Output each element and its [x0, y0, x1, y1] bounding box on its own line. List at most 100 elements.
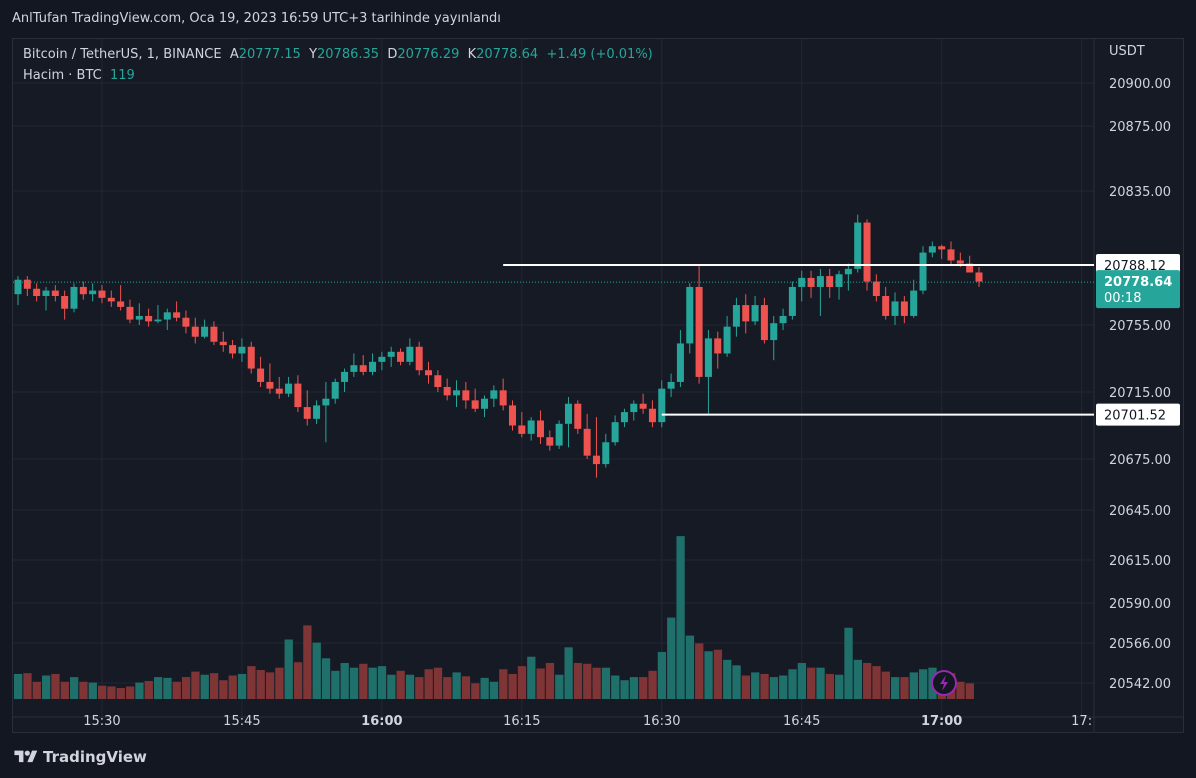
candle-body[interactable] [891, 301, 899, 316]
candle-body[interactable] [331, 381, 339, 399]
candle-body[interactable] [592, 455, 600, 465]
chart-frame[interactable]: 20788.12 20778.64 00:18 20701.52 20900.00 208… [12, 38, 1184, 733]
candle-body[interactable] [966, 263, 974, 273]
candle-body[interactable] [425, 370, 433, 376]
candle-body[interactable] [499, 390, 507, 406]
candle-body[interactable] [574, 403, 582, 429]
candle-body[interactable] [919, 252, 927, 291]
candle-body[interactable] [14, 279, 22, 295]
candle-body[interactable] [975, 272, 983, 282]
candle-body[interactable] [89, 290, 97, 295]
plot-area[interactable] [13, 39, 1094, 717]
candle-body[interactable] [826, 276, 834, 287]
candle-body[interactable] [508, 405, 516, 426]
candle-body[interactable] [611, 422, 619, 443]
candle-body[interactable] [863, 222, 871, 282]
candle-body[interactable] [732, 305, 740, 327]
candle-body[interactable] [518, 425, 526, 434]
candle-body[interactable] [928, 246, 936, 253]
candle-body[interactable] [70, 286, 78, 309]
candle-body[interactable] [397, 351, 405, 362]
candle-body[interactable] [947, 249, 955, 261]
candle-body[interactable] [266, 381, 274, 389]
candle-body[interactable] [42, 290, 50, 297]
candle-body[interactable] [378, 356, 386, 362]
candle-body[interactable] [779, 315, 787, 324]
candle-body[interactable] [583, 428, 591, 456]
candlestick-chart[interactable]: 20788.1220778.6400:1820701.5220900.00208… [13, 39, 1183, 732]
candle-body[interactable] [788, 286, 796, 316]
candle-body[interactable] [117, 301, 125, 307]
candle-body[interactable] [341, 371, 349, 382]
candle-body[interactable] [854, 222, 862, 269]
candle-body[interactable] [313, 405, 321, 419]
candle-body[interactable] [723, 326, 731, 354]
candle-body[interactable] [79, 286, 87, 295]
candle-body[interactable] [462, 390, 470, 401]
candle-body[interactable] [676, 343, 684, 382]
candle-body[interactable] [406, 346, 414, 362]
candle-body[interactable] [564, 403, 572, 424]
candle-body[interactable] [630, 403, 638, 413]
candle-body[interactable] [956, 260, 964, 264]
candle-body[interactable] [667, 381, 675, 389]
candle-body[interactable] [387, 351, 395, 357]
candle-body[interactable] [303, 407, 311, 419]
candle-body[interactable] [639, 403, 647, 409]
candle-body[interactable] [658, 388, 666, 423]
candle-body[interactable] [714, 338, 722, 354]
candle-body[interactable] [835, 274, 843, 287]
candle-body[interactable] [359, 365, 367, 372]
candle-body[interactable] [247, 346, 255, 369]
candle-body[interactable] [872, 281, 880, 297]
candle-body[interactable] [453, 390, 461, 396]
candle-body[interactable] [369, 361, 377, 372]
candle-body[interactable] [229, 345, 237, 354]
candle-body[interactable] [900, 301, 908, 316]
candle-body[interactable] [350, 365, 358, 372]
candle-body[interactable] [285, 383, 293, 394]
candle-body[interactable] [294, 383, 302, 408]
candle-body[interactable] [443, 386, 451, 396]
candle-body[interactable] [686, 286, 694, 344]
candle-body[interactable] [816, 276, 824, 287]
candle-body[interactable] [910, 290, 918, 316]
volume-label[interactable]: Hacim · BTC [23, 68, 102, 83]
candle-body[interactable] [135, 315, 143, 320]
candle-body[interactable] [173, 312, 181, 318]
candle-body[interactable] [154, 319, 162, 322]
candle-body[interactable] [182, 317, 190, 327]
candle-body[interactable] [191, 326, 199, 337]
candle-body[interactable] [938, 246, 946, 250]
candle-body[interactable] [219, 341, 227, 346]
candle-body[interactable] [275, 388, 283, 394]
candle-body[interactable] [415, 346, 423, 371]
candle-body[interactable] [126, 306, 134, 320]
candle-body[interactable] [481, 398, 488, 409]
candle-body[interactable] [546, 437, 554, 446]
candle-body[interactable] [322, 398, 330, 406]
candle-body[interactable] [471, 400, 479, 409]
candle-body[interactable] [163, 312, 171, 320]
candle-body[interactable] [33, 288, 41, 297]
candle-body[interactable] [536, 420, 544, 438]
candle-body[interactable] [770, 323, 778, 341]
candle-body[interactable] [61, 296, 69, 309]
candle-body[interactable] [602, 442, 610, 465]
candle-body[interactable] [760, 305, 768, 341]
candle-body[interactable] [555, 423, 563, 446]
candle-body[interactable] [210, 326, 218, 342]
candle-body[interactable] [620, 412, 628, 423]
candle-body[interactable] [98, 290, 106, 298]
candle-body[interactable] [238, 346, 246, 354]
symbol-name[interactable]: Bitcoin / TetherUS, 1, BINANCE [23, 47, 222, 62]
candle-body[interactable] [844, 268, 852, 275]
candle-body[interactable] [742, 305, 750, 322]
candle-body[interactable] [882, 296, 890, 316]
candle-body[interactable] [751, 305, 759, 322]
candle-body[interactable] [648, 408, 656, 423]
candle-body[interactable] [257, 368, 265, 382]
candle-body[interactable] [527, 420, 535, 434]
candle-body[interactable] [145, 315, 153, 322]
candle-body[interactable] [704, 338, 712, 377]
